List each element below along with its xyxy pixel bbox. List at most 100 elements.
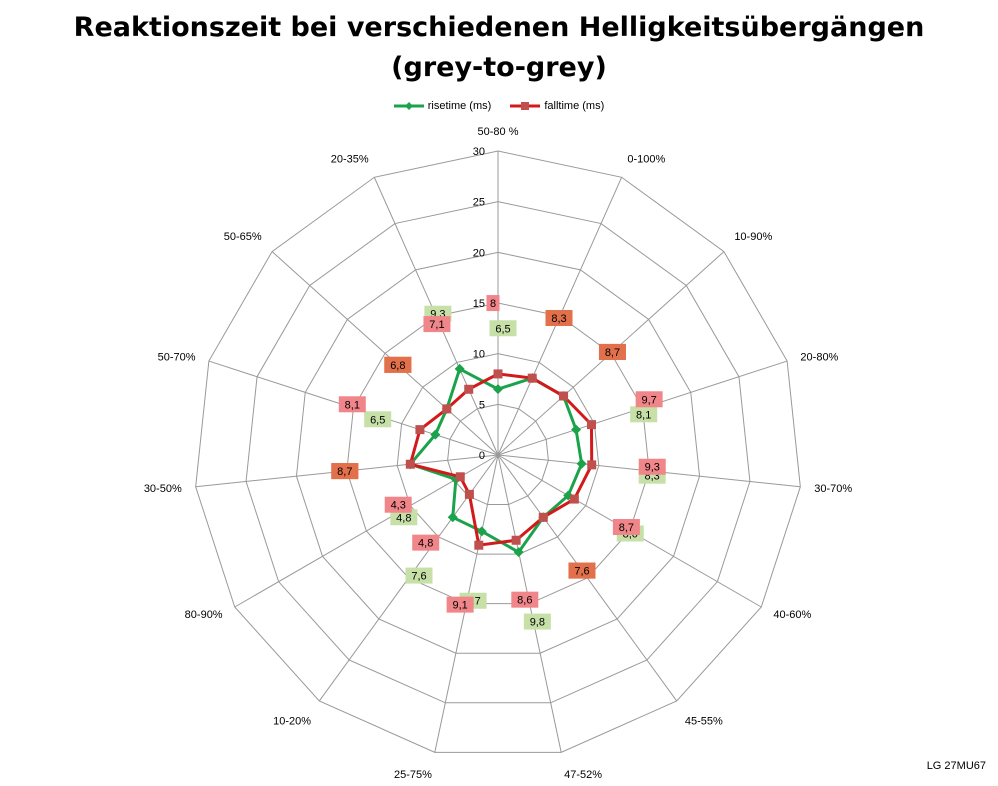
risetime-data-label-bg bbox=[523, 613, 551, 630]
falltime-data-label-bg bbox=[423, 316, 451, 333]
falltime-data-label: 8,3 bbox=[551, 313, 566, 325]
legend-risetime-label: risetime (ms) bbox=[427, 100, 492, 112]
falltime-point bbox=[586, 420, 596, 430]
falltime-point bbox=[527, 373, 537, 383]
grid-ring-30 bbox=[195, 150, 801, 753]
falltime-point bbox=[493, 369, 503, 379]
risetime-point bbox=[571, 424, 582, 435]
risetime-point bbox=[513, 547, 524, 558]
chart-title: Reaktionszeit bei verschiedenen Helligke… bbox=[0, 8, 998, 88]
falltime-data-label-bg bbox=[384, 356, 412, 373]
footer-model: LG 27MU67 bbox=[926, 760, 986, 772]
falltime-data-label-bg bbox=[598, 343, 626, 360]
falltime-data-label-bg bbox=[545, 309, 573, 326]
falltime-data-label: 8,6 bbox=[517, 595, 532, 607]
falltime-point bbox=[569, 494, 579, 504]
chart-title-line2: (grey-to-grey) bbox=[391, 52, 607, 83]
series-line-falltime bbox=[408, 372, 594, 547]
risetime-point bbox=[493, 384, 503, 395]
risetime-data-label-bg bbox=[489, 320, 517, 337]
tick-label-0: 0 bbox=[479, 450, 485, 462]
risetime-data-label: 6,5 bbox=[495, 323, 510, 335]
tick-label-5: 5 bbox=[479, 399, 485, 411]
falltime-data-label-bg bbox=[635, 391, 663, 408]
legend-item-falltime: falltime (ms) bbox=[510, 100, 604, 112]
falltime-data-label: 7,6 bbox=[574, 566, 589, 578]
falltime-point bbox=[442, 404, 452, 414]
falltime-data-label-bg bbox=[412, 534, 440, 551]
falltime-point bbox=[559, 391, 569, 401]
falltime-point bbox=[511, 535, 521, 545]
grid-spoke-13 bbox=[271, 251, 499, 456]
falltime-point bbox=[464, 489, 474, 499]
risetime-point bbox=[476, 526, 487, 537]
falltime-data-label-bg bbox=[384, 496, 412, 513]
tick-label-15: 15 bbox=[473, 298, 485, 310]
chart-title-line1: Reaktionszeit bei verschiedenen Helligke… bbox=[73, 12, 925, 43]
series-layer bbox=[405, 363, 597, 558]
category-label: 30-70% bbox=[814, 483, 852, 495]
falltime-point bbox=[587, 460, 597, 470]
risetime-data-label: 4,8 bbox=[396, 512, 411, 524]
category-label: 20-80% bbox=[800, 352, 838, 364]
falltime-data-label-bg bbox=[446, 596, 474, 613]
falltime-data-label: 9,7 bbox=[641, 394, 656, 406]
falltime-point bbox=[474, 540, 484, 550]
category-label: 10-20% bbox=[273, 715, 311, 727]
falltime-point bbox=[405, 459, 415, 469]
falltime-data-label: 4,3 bbox=[391, 500, 406, 512]
falltime-point bbox=[415, 425, 425, 435]
grid-ring-15 bbox=[346, 302, 650, 605]
risetime-data-label: 7,6 bbox=[411, 571, 426, 583]
grid-ring-20 bbox=[295, 251, 701, 654]
risetime-point bbox=[430, 429, 441, 440]
falltime-data-label: 8,7 bbox=[605, 347, 620, 359]
falltime-data-label: 6,8 bbox=[390, 360, 405, 372]
risetime-data-label: 6,5 bbox=[370, 414, 385, 426]
falltime-point bbox=[538, 512, 548, 522]
legend-risetime-marker bbox=[393, 102, 424, 110]
chart-legend: risetime (ms) falltime (ms) bbox=[0, 100, 998, 114]
falltime-point bbox=[464, 384, 474, 394]
falltime-data-label: 7,1 bbox=[429, 319, 444, 331]
risetime-point bbox=[454, 363, 465, 374]
radar-grid bbox=[195, 150, 801, 753]
risetime-data-label-bg bbox=[630, 406, 658, 423]
category-label: 30-50% bbox=[144, 483, 182, 495]
falltime-point bbox=[455, 472, 465, 482]
tick-label-20: 20 bbox=[473, 247, 485, 259]
risetime-data-label: 8,1 bbox=[636, 409, 651, 421]
legend-item-risetime: risetime (ms) bbox=[393, 100, 492, 112]
data-labels: 6,588,38,38,78,78,19,78,39,38,08,77,67,6… bbox=[331, 295, 666, 630]
risetime-data-label-bg bbox=[364, 411, 392, 428]
risetime-data-label: 9,8 bbox=[530, 617, 545, 629]
falltime-data-label: 9,1 bbox=[452, 600, 467, 612]
falltime-data-label-bg bbox=[331, 463, 359, 480]
risetime-point bbox=[447, 512, 458, 523]
falltime-data-label: 8,1 bbox=[345, 399, 360, 411]
grid-ring-10 bbox=[396, 353, 600, 555]
category-label: 50-80 % bbox=[478, 126, 519, 138]
category-label: 47-52% bbox=[564, 769, 602, 781]
category-label: 25-75% bbox=[394, 769, 432, 781]
series-line-risetime bbox=[408, 367, 584, 554]
category-label: 40-60% bbox=[773, 609, 811, 621]
falltime-data-label-bg bbox=[511, 591, 539, 608]
falltime-data-label: 8,7 bbox=[619, 522, 634, 534]
category-label: 45-55% bbox=[685, 715, 723, 727]
risetime-point bbox=[576, 458, 587, 469]
legend-falltime-marker bbox=[510, 102, 541, 110]
grid-ring-25 bbox=[245, 201, 751, 704]
falltime-data-label-bg bbox=[338, 396, 366, 413]
tick-label-25: 25 bbox=[473, 197, 485, 209]
falltime-data-label-bg bbox=[638, 458, 666, 475]
falltime-data-label-bg bbox=[568, 562, 596, 579]
risetime-data-label-bg bbox=[390, 509, 418, 526]
category-labels: 50-80 % 0-100% 10-90% 20-80% 30-70% 40-60% 45-… bbox=[144, 126, 853, 781]
tick-labels: 0 5 10 15 20 25 30 bbox=[473, 146, 485, 462]
falltime-data-label-bg bbox=[486, 295, 500, 312]
risetime-data-label-bg bbox=[405, 567, 433, 584]
falltime-data-label: 9,3 bbox=[645, 462, 660, 474]
category-label: 10-90% bbox=[734, 231, 772, 243]
